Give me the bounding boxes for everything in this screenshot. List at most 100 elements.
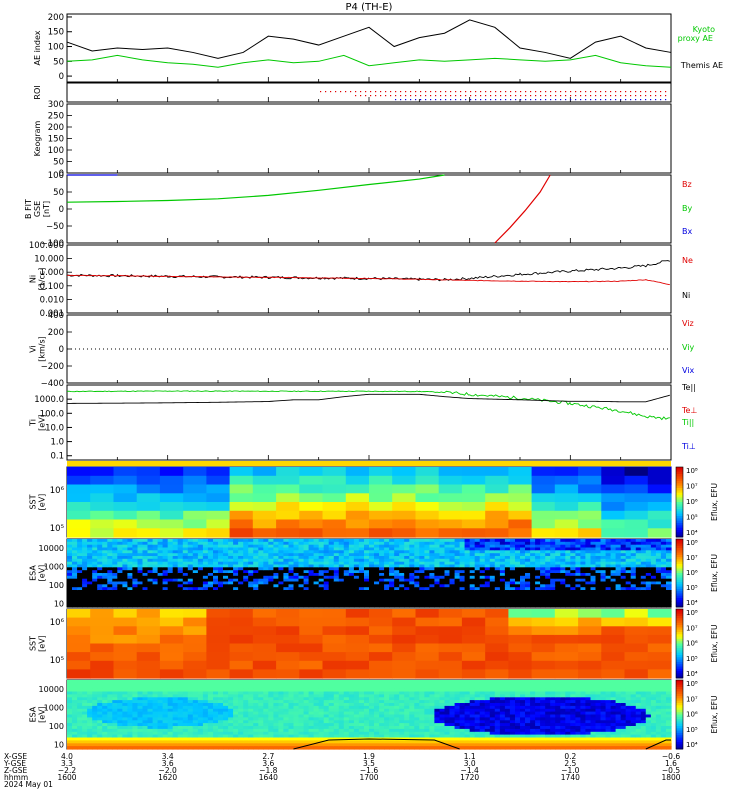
spectrogram-cell — [107, 720, 113, 724]
spectrogram-cell — [253, 558, 259, 563]
spectrogram-cell — [328, 575, 335, 580]
spectrogram-cell — [252, 643, 277, 653]
spectrogram-cell — [464, 570, 471, 574]
spectrogram-cell — [137, 685, 144, 690]
roi-dot — [640, 91, 642, 93]
spectrogram-cell — [117, 740, 123, 744]
spectrogram-cell — [238, 705, 244, 710]
spectrogram-cell — [122, 584, 128, 588]
spectrogram-cell — [655, 601, 662, 605]
spectrogram-cell — [358, 539, 365, 543]
spectrogram-cell — [102, 567, 108, 571]
spectrogram-cell — [369, 598, 375, 602]
spectrogram-cell — [253, 723, 259, 727]
spectrogram-cell — [394, 587, 400, 591]
spectrogram-cell — [182, 743, 189, 747]
spectrogram-cell — [187, 584, 194, 588]
roi-dot — [540, 99, 542, 101]
spectrogram-cell — [97, 691, 103, 695]
colorbar-segment — [676, 586, 683, 590]
spectrogram-cell — [207, 541, 214, 546]
spectrogram-cell — [82, 558, 88, 563]
spectrogram-cell — [82, 544, 88, 549]
spectrogram-cell — [278, 717, 284, 721]
spectrogram-cell — [624, 519, 649, 529]
spectrogram-cell — [545, 590, 551, 594]
spectrogram-cell — [142, 700, 149, 704]
roi-dot — [605, 95, 607, 97]
roi-dot — [435, 99, 437, 101]
spectrogram-cell — [540, 553, 546, 557]
spectrogram-cell — [258, 743, 264, 747]
spectrogram-cell — [580, 547, 586, 551]
spectrogram-cell — [484, 587, 491, 591]
spectrogram-cell — [202, 720, 209, 724]
spectrogram-cell — [625, 575, 632, 580]
spectrogram-cell — [248, 590, 254, 594]
colorbar-segment — [676, 476, 683, 480]
spectrogram-cell — [392, 510, 416, 521]
spectrogram-cell — [72, 703, 78, 707]
spectrogram-cell — [333, 604, 340, 608]
spectrogram-cell — [640, 547, 647, 551]
spectrogram-cell — [248, 547, 254, 551]
spectrogram-cell — [142, 584, 149, 588]
spectrogram-cell — [605, 539, 612, 543]
spectrogram-cell — [461, 510, 486, 521]
roi-dot — [600, 91, 602, 93]
spectrogram-cell — [197, 737, 204, 741]
spectrogram-cell — [525, 547, 531, 551]
spectrogram-cell — [283, 682, 289, 687]
spectrogram-cell — [288, 680, 295, 684]
spectrogram-cell — [177, 561, 184, 566]
spectrogram-cell — [187, 564, 194, 568]
spectrogram-cell — [438, 502, 463, 512]
spectrogram-cell — [333, 598, 340, 602]
spectrogram-cell — [298, 685, 305, 690]
spectrogram-cell — [399, 573, 405, 577]
spectrogram-cell — [136, 626, 161, 636]
spectrogram-cell — [499, 604, 506, 608]
spectrogram-cell — [263, 705, 269, 710]
spectrogram-cell — [303, 578, 310, 583]
spectrogram-cell — [288, 564, 295, 568]
spectrogram-cell — [122, 691, 128, 695]
spectrogram-cell — [600, 558, 607, 563]
spectrogram-cell — [540, 570, 546, 574]
spectrogram-cell — [535, 581, 541, 585]
spectrogram-cell — [438, 493, 463, 503]
spectrogram-cell — [620, 567, 627, 571]
spectrogram-cell — [72, 711, 78, 716]
spectrogram-cell — [137, 717, 144, 721]
spectrogram-cell — [197, 553, 204, 557]
spectrogram-cell — [283, 740, 289, 744]
spectrogram-cell — [147, 731, 154, 736]
spectrogram-cell — [263, 700, 269, 704]
spectrogram-cell — [197, 590, 204, 594]
spectrogram-cell — [167, 564, 174, 568]
spectrogram-cell — [112, 720, 118, 724]
spectrogram-cell — [389, 598, 395, 602]
spectrogram-cell — [520, 598, 526, 602]
spectrogram-cell — [233, 680, 239, 684]
spectrogram-cell — [438, 467, 463, 477]
spectrogram-cell — [374, 564, 380, 568]
spectrogram-cell — [605, 592, 612, 597]
spectrogram-cell — [243, 581, 249, 585]
spectrogram-cell — [550, 561, 556, 566]
spectrogram-cell — [183, 609, 207, 619]
spectrogram-cell — [409, 539, 415, 543]
spectrogram-cell — [172, 595, 179, 600]
spectrogram-cell — [172, 561, 179, 566]
spectrogram-cell — [112, 697, 118, 701]
spectrogram-cell — [369, 493, 393, 503]
roi-dot — [550, 95, 552, 97]
spectrogram-cell — [479, 556, 486, 560]
spectrogram-cell — [535, 578, 541, 583]
spectrogram-cell — [137, 731, 144, 736]
spectrogram-cell — [102, 598, 108, 602]
spectrogram-cell — [469, 601, 476, 605]
spectrogram-cell — [509, 590, 516, 594]
spectrogram-cell — [444, 584, 451, 588]
spectrogram-cell — [323, 567, 330, 571]
